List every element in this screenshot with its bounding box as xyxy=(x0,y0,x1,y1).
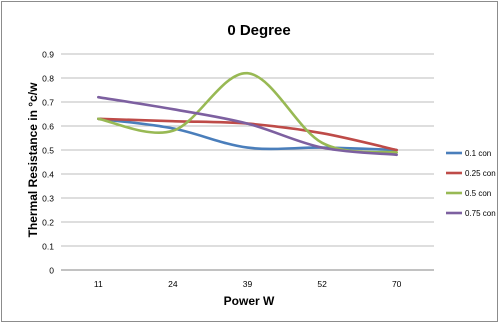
data-point-0-5-con xyxy=(395,151,398,154)
chart-frame: 0 Degree Thermal Resistance in °c/w Powe… xyxy=(1,1,498,322)
gridlines xyxy=(61,53,434,271)
legend-label: 0.1 con xyxy=(465,149,491,158)
data-point-0-75-con xyxy=(395,154,398,157)
data-point-0-75-con xyxy=(246,122,249,125)
data-point-0-25-con xyxy=(321,132,324,135)
y-tick-label: 0.9 xyxy=(42,50,54,60)
data-point-0-5-con xyxy=(172,130,175,133)
data-point-0-75-con xyxy=(97,96,100,99)
x-tick-label: 52 xyxy=(317,279,327,289)
series-lines xyxy=(97,71,398,157)
series-line-0-75-con xyxy=(97,95,398,157)
y-tick-label: 0.1 xyxy=(42,242,54,252)
y-tick-labels: 0 0.1 0.2 0.3 0.4 0.5 0.6 0.7 0.8 0.9 xyxy=(42,50,54,276)
data-point-0-1-con xyxy=(246,146,249,149)
y-tick-label: 0.8 xyxy=(42,74,54,84)
data-point-0-25-con xyxy=(395,149,398,152)
data-point-0-5-con xyxy=(321,142,324,145)
x-tick-label: 24 xyxy=(168,279,178,289)
legend-label: 0.5 con xyxy=(465,189,491,198)
series-line-0-1-con xyxy=(97,117,398,152)
data-point-0-5-con xyxy=(246,72,249,75)
x-axis-label: Power W xyxy=(224,294,275,308)
chart-title: 0 Degree xyxy=(227,22,290,39)
y-tick-label: 0.7 xyxy=(42,98,54,108)
x-tick-labels: 11 24 39 52 70 xyxy=(94,279,402,289)
legend-label: 0.25 con xyxy=(465,169,496,178)
y-axis-label: Thermal Resistance in °c/w xyxy=(26,82,40,238)
data-point-0-75-con xyxy=(172,108,175,111)
y-tick-label: 0.2 xyxy=(42,218,54,228)
data-point-0-5-con xyxy=(97,118,100,121)
line-chart: 0 Degree Thermal Resistance in °c/w Powe… xyxy=(26,22,496,308)
y-tick-label: 0.4 xyxy=(42,170,54,180)
y-tick-label: 0 xyxy=(49,266,54,276)
legend-label: 0.75 con xyxy=(465,209,496,218)
x-tick-label: 39 xyxy=(243,279,253,289)
x-tick-label: 70 xyxy=(392,279,402,289)
x-tick-label: 11 xyxy=(94,279,103,289)
data-point-0-25-con xyxy=(172,120,175,123)
y-tick-label: 0.5 xyxy=(42,146,54,156)
y-tick-label: 0.6 xyxy=(42,122,54,132)
legend: 0.1 con 0.25 con 0.5 con 0.75 con xyxy=(446,149,496,218)
y-tick-label: 0.3 xyxy=(42,194,54,204)
data-point-0-75-con xyxy=(321,146,324,149)
